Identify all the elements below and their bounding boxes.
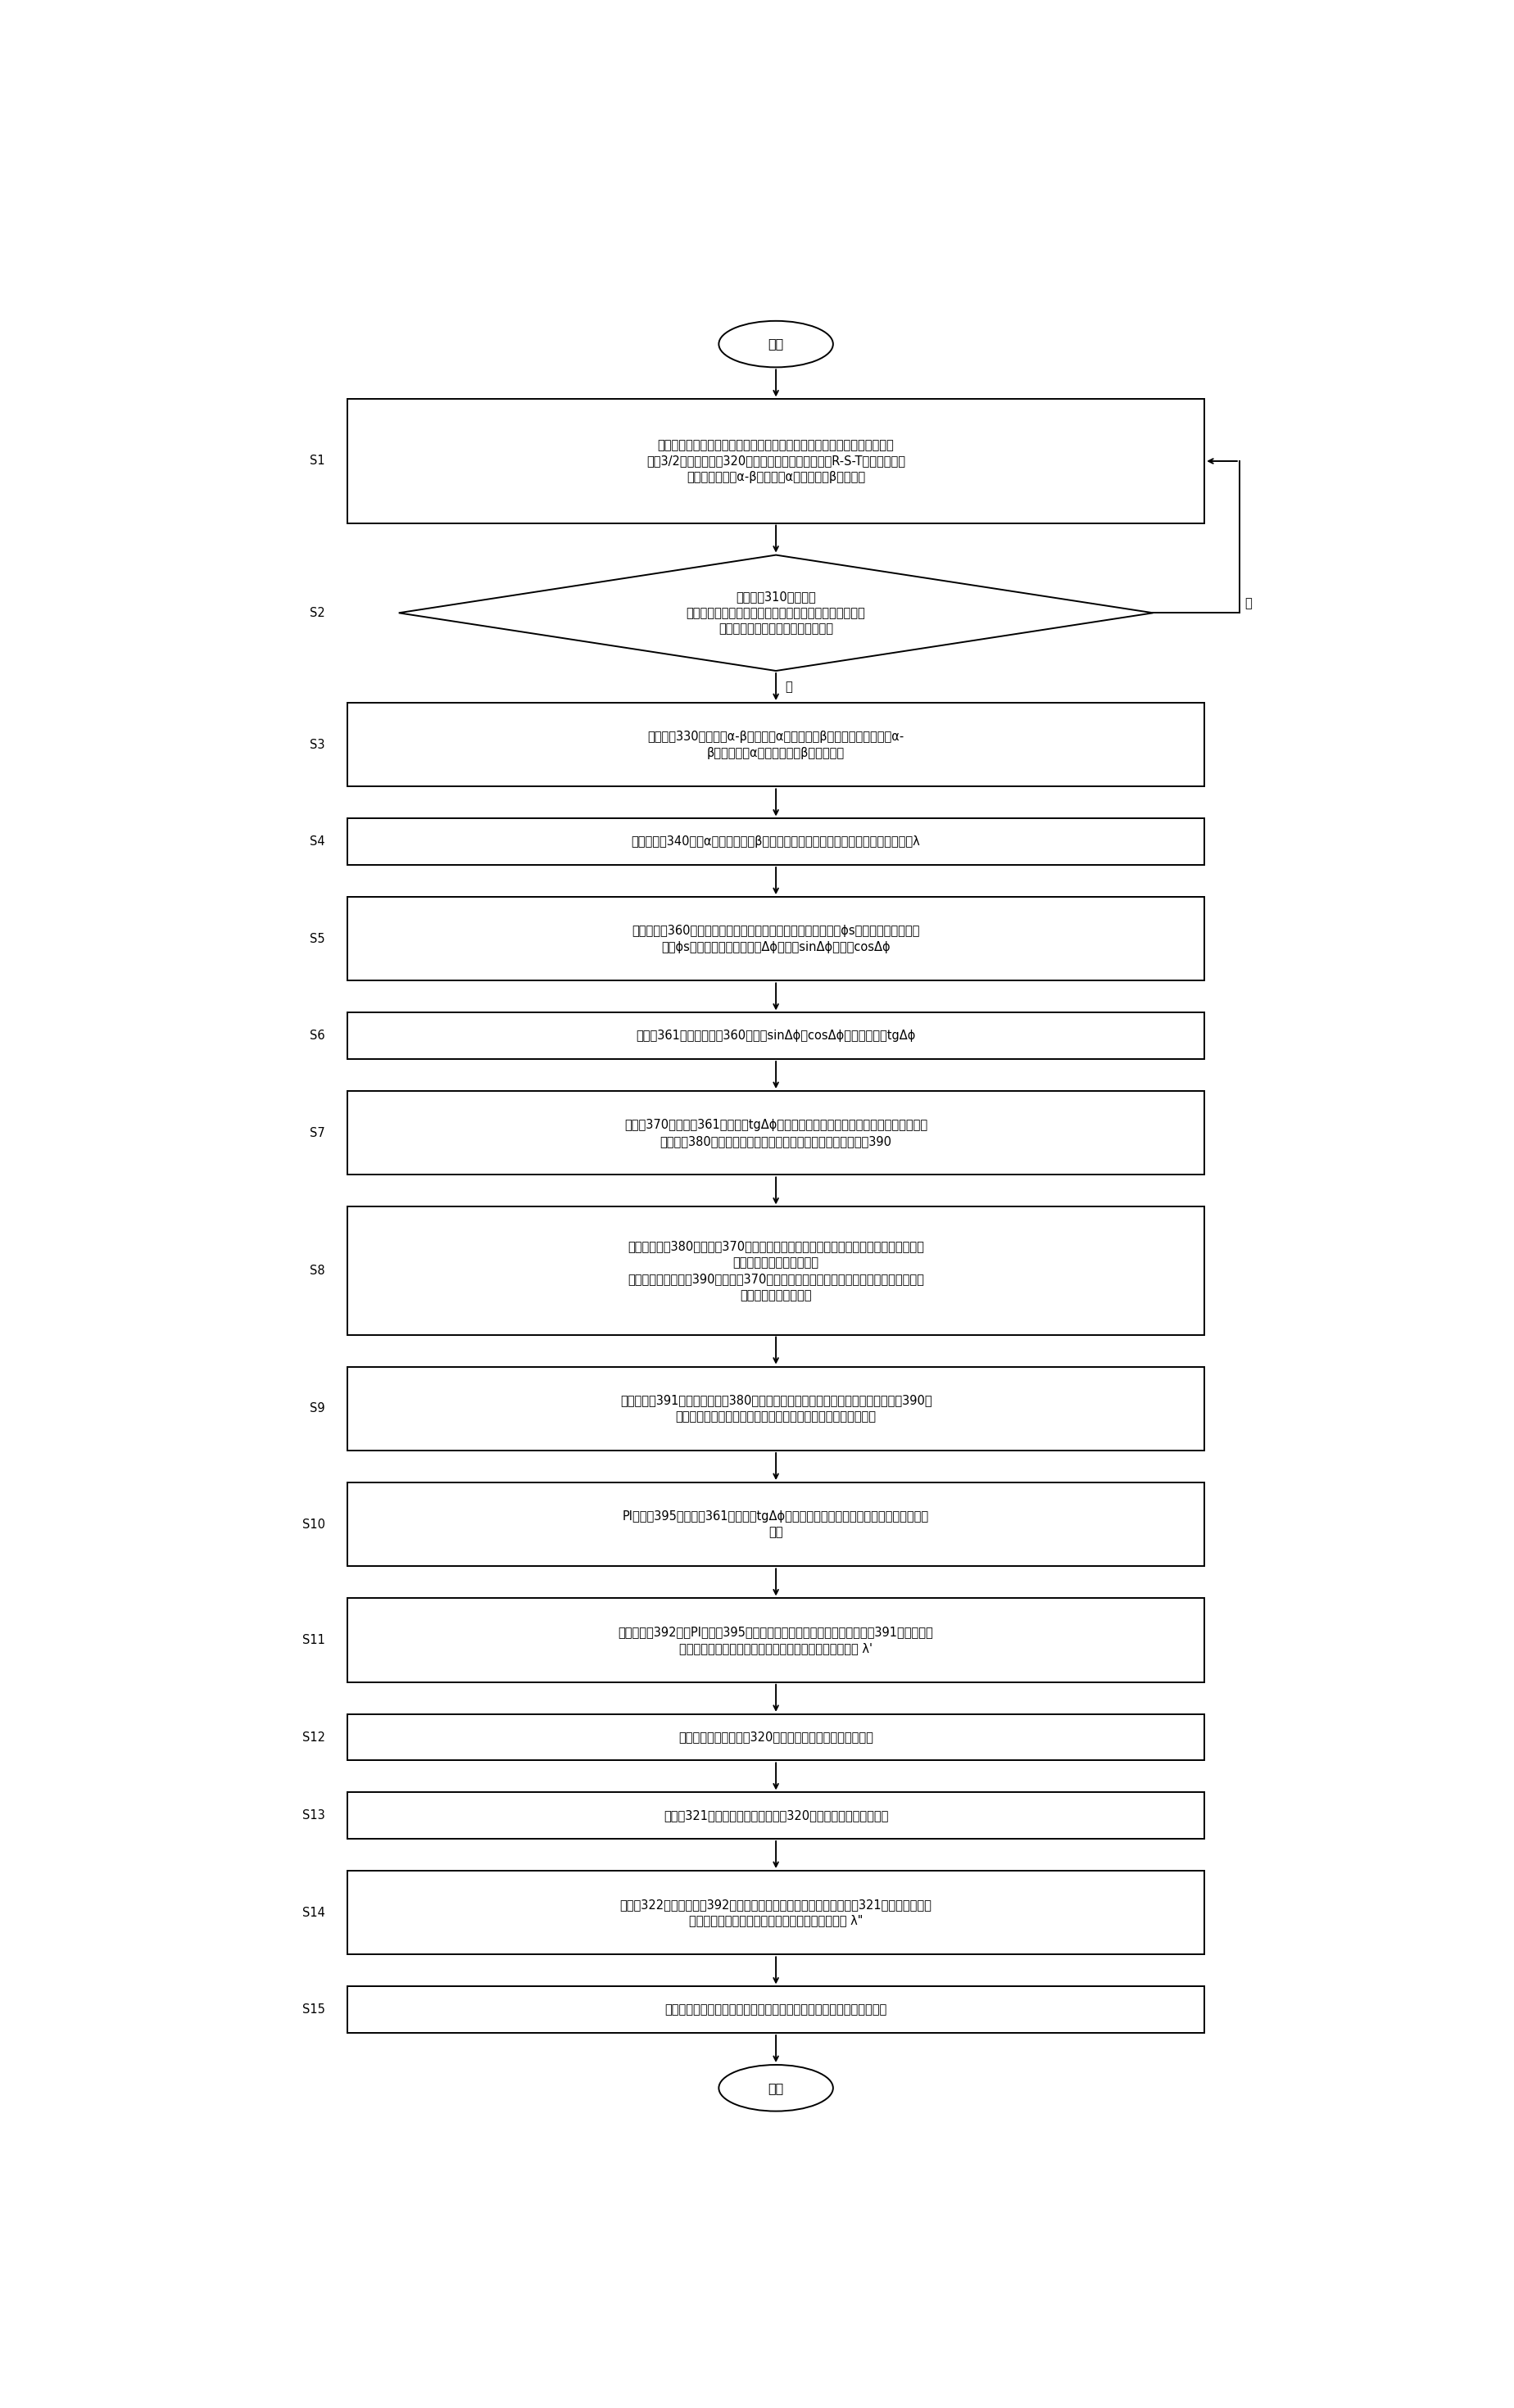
Text: 开始: 开始 — [768, 337, 784, 349]
Bar — [347, 400, 1205, 523]
Bar — [347, 819, 1205, 864]
Text: 绝对値放大器380对积分器370输出的一路积分结果信号进行取绝对値并乘以一定系数，
得到放大律的绝对値信号；
编码器方向判断模块390对积分器370输出的另一路: 绝对値放大器380对积分器370输出的一路积分结果信号进行取绝对値并乘以一定系数… — [628, 1240, 924, 1300]
Text: S3: S3 — [310, 739, 326, 751]
Text: 在定子的电抢绕组不通电情况下，在转子的励磁绕组中突加直流励磁电流，
通过3/2坐标变换模型320将定子的电抢绕组中产生的R-S-T坐标系的三相
电抢绕组变换到α: 在定子的电抢绕组不通电情况下，在转子的励磁绕组中突加直流励磁电流， 通过3/2坐… — [646, 438, 905, 484]
Bar — [347, 896, 1205, 980]
Text: 矢量分析器340根据α轴磁连分量、β轴磁连分量气隙磁链，进而得到转子初始位置角λ: 矢量分析器340根据α轴磁连分量、β轴磁连分量气隙磁链，进而得到转子初始位置角λ — [631, 836, 921, 848]
Text: S2: S2 — [310, 607, 326, 619]
Text: 电压模型330对二坐标α-β坐标系的α轴电动势、β轴电动势积分，得到α-
β坐标系下的α轴磁连分量、β轴磁连分量: 电压模型330对二坐标α-β坐标系的α轴电动势、β轴电动势积分，得到α- β坐标… — [648, 730, 904, 759]
Bar — [347, 1014, 1205, 1060]
Bar — [347, 1987, 1205, 2032]
Text: S1: S1 — [310, 455, 326, 467]
Text: 加法器322对计数器模块392输出的转子初始位置修正信号以及积分器321输出的脉冲积分
信号进行相加，得到电机运行时的转子实际位置角 λ": 加法器322对计数器模块392输出的转子初始位置修正信号以及积分器321输出的脉… — [619, 1898, 933, 1926]
Text: 监测单元310时突加的
直流励磁电流和感应出的三相对称交变电动势进行实时监
测，比较各个信号是否在规定范围内: 监测单元310时突加的 直流励磁电流和感应出的三相对称交变电动势进行实时监 测，… — [686, 590, 866, 636]
Text: 多路转换器391对绝对値放大器380输出的放大的绝对値信号和编码器方向判断模块390输
出的正反转信号进行脉冲转换处理，得到增大或减小的脉冲信号: 多路转换器391对绝对値放大器380输出的放大的绝对値信号和编码器方向判断模块3… — [621, 1394, 931, 1423]
Text: S14: S14 — [303, 1907, 326, 1919]
Polygon shape — [398, 554, 1154, 672]
Ellipse shape — [719, 320, 833, 368]
Text: S12: S12 — [303, 1731, 326, 1743]
Text: S10: S10 — [303, 1519, 326, 1531]
Text: PI调节器395对除法器361得到的商tgΔϕ进行比例积分调节运算，得到加法信号或减法
信号: PI调节器395对除法器361得到的商tgΔϕ进行比例积分调节运算，得到加法信号… — [622, 1510, 930, 1539]
Text: 矢量回转器360根据转子初始位置角以及假设的转子真实位置角ϕs计算假定转子真实位
置角ϕs与转子初始位置角之差Δϕ的正弦sinΔϕ、余弦cosΔϕ: 矢量回转器360根据转子初始位置角以及假设的转子真实位置角ϕs计算假定转子真实位… — [631, 925, 921, 954]
Text: 积分器370对除法器361得到的商tgΔϕ进行积分运算，并输出一路积分结果信号到绝对
値放大器380，输出另一路积分结果信号到编码器方向判断模块390: 积分器370对除法器361得到的商tgΔϕ进行积分运算，并输出一路积分结果信号到… — [624, 1120, 928, 1146]
Bar — [347, 1368, 1205, 1450]
Text: 根据转子实际位置角，基于矢量控制原理对电机进行磁通定向矢量控制: 根据转子实际位置角，基于矢量控制原理对电机进行磁通定向矢量控制 — [665, 2003, 887, 2015]
Bar — [347, 1483, 1205, 1565]
Text: S9: S9 — [310, 1401, 326, 1416]
Ellipse shape — [719, 2064, 833, 2112]
Bar — [347, 1091, 1205, 1175]
Bar — [347, 1792, 1205, 1840]
Bar — [347, 703, 1205, 787]
Text: S6: S6 — [310, 1031, 326, 1043]
Text: 电机侧脉冲增量编码器320输出转子旋转过程中的脉冲信号: 电机侧脉冲增量编码器320输出转子旋转过程中的脉冲信号 — [678, 1731, 874, 1743]
Bar — [347, 1871, 1205, 1955]
Text: 否: 否 — [1245, 597, 1252, 609]
Text: S7: S7 — [310, 1127, 326, 1139]
Text: 是: 是 — [786, 681, 793, 694]
Text: 除法器361将矢量回转器360得到的sinΔϕ与cosΔϕ求商，得到商tgΔϕ: 除法器361将矢量回转器360得到的sinΔϕ与cosΔϕ求商，得到商tgΔϕ — [636, 1031, 916, 1043]
Text: S8: S8 — [310, 1264, 326, 1276]
Text: S5: S5 — [310, 932, 326, 944]
Text: 结束: 结束 — [768, 2083, 784, 2095]
Text: 积分器321对电机侧脉冲增量编码器320输出的脉冲信号进行积分: 积分器321对电机侧脉冲增量编码器320输出的脉冲信号进行积分 — [663, 1808, 889, 1823]
Bar — [347, 1714, 1205, 1760]
Text: S15: S15 — [303, 2003, 326, 2015]
Bar — [347, 1599, 1205, 1683]
Text: 计数器模块392根据PI调节器395输出的加法信号或减法信号对多路转换器391输出的增大
或减小的脉冲信号进行校正，得到转子初始位置修正信号 λ': 计数器模块392根据PI调节器395输出的加法信号或减法信号对多路转换器391输… — [618, 1625, 934, 1654]
Text: S4: S4 — [310, 836, 326, 848]
Bar — [347, 1206, 1205, 1334]
Text: S13: S13 — [303, 1808, 326, 1823]
Text: S11: S11 — [303, 1635, 326, 1647]
